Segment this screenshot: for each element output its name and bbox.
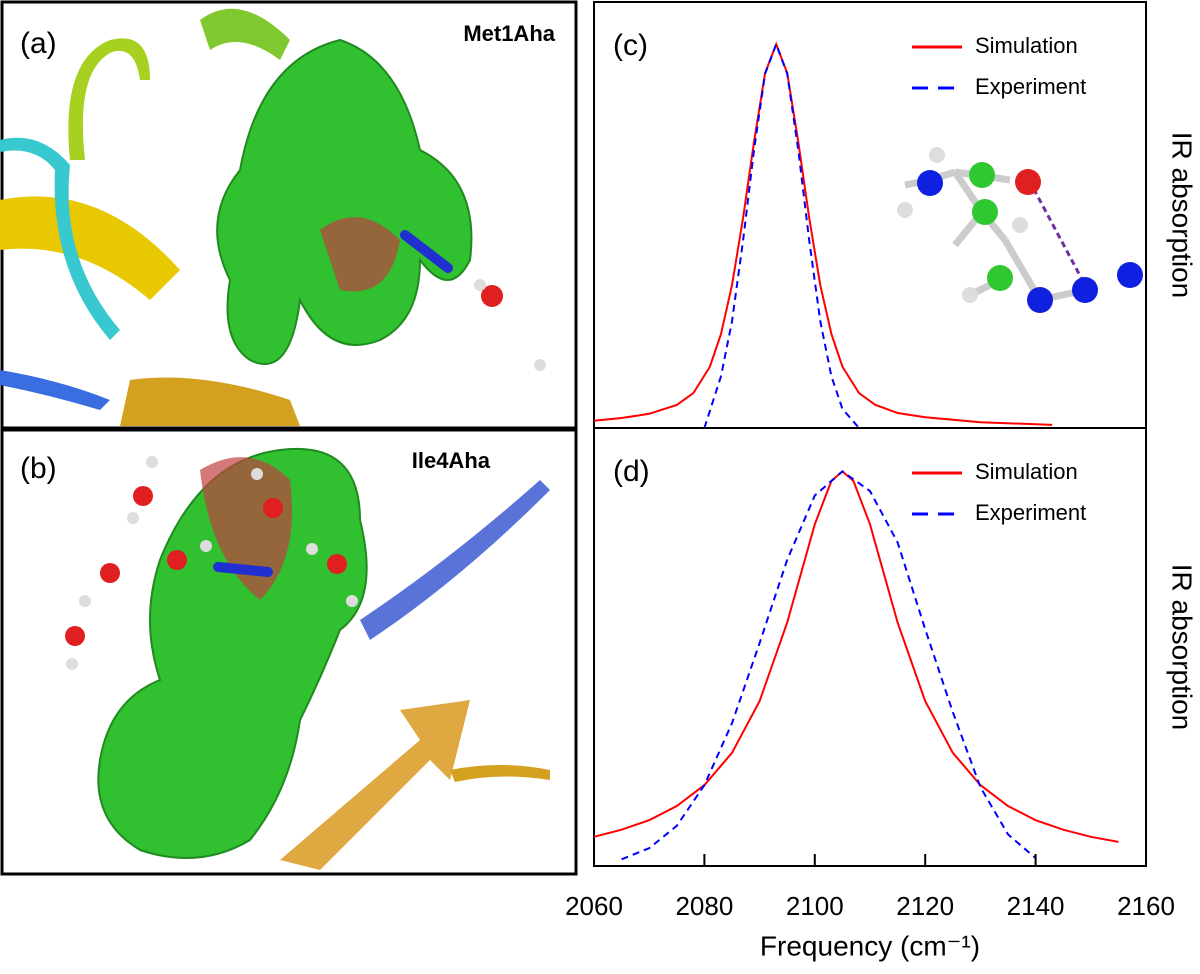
atom (65, 626, 85, 646)
y-axis-label: IR absorption (1167, 132, 1198, 299)
surface (97, 447, 368, 859)
atom (167, 550, 187, 570)
series-line (703, 41, 860, 429)
atom (1117, 262, 1143, 288)
atom (972, 199, 998, 225)
atom (1027, 287, 1053, 313)
y-axis-label: IR absorption (1167, 564, 1198, 731)
legend-label: Simulation (975, 459, 1078, 484)
atom (962, 287, 978, 303)
water (65, 486, 347, 646)
atom (66, 658, 78, 670)
atom (929, 147, 945, 163)
legend-label: Experiment (975, 500, 1086, 525)
atom (917, 170, 943, 196)
x-tick-label: 2100 (786, 891, 844, 921)
atom (146, 456, 158, 468)
atom (263, 498, 283, 518)
ribbon (0, 370, 110, 410)
panel-label: (b) (20, 452, 57, 485)
ribbon (0, 137, 120, 340)
ribbon (280, 700, 470, 870)
atom (481, 285, 503, 307)
series-line (593, 470, 1119, 843)
residue-label: Met1Aha (463, 21, 555, 46)
atom (100, 563, 120, 583)
azide (213, 562, 273, 577)
atom (127, 512, 139, 524)
legend-label: Experiment (975, 74, 1086, 99)
azide (400, 230, 453, 273)
atom (346, 595, 358, 607)
panel-label: (a) (20, 27, 57, 60)
ribbon (68, 38, 150, 161)
atom (534, 359, 546, 371)
surface-patch (320, 217, 400, 292)
residue-label: Ile4Aha (412, 448, 491, 473)
atom (200, 540, 212, 552)
panel-a: (a) Met1Aha (0, 0, 578, 430)
ribbon (200, 8, 290, 60)
ribbon (360, 480, 550, 640)
x-tick-label: 2140 (1007, 891, 1065, 921)
series-line (621, 470, 1037, 861)
atom (969, 162, 995, 188)
x-tick-label: 2060 (565, 891, 623, 921)
x-tick-label: 2160 (1117, 891, 1175, 921)
atom (133, 486, 153, 506)
surface (216, 38, 473, 365)
atom (474, 279, 486, 291)
legend-label: Simulation (975, 33, 1078, 58)
inset-molecule (897, 147, 1143, 313)
ribbon (450, 765, 550, 782)
atom (1012, 217, 1028, 233)
ribbon (120, 377, 300, 426)
panel-label: (d) (613, 455, 650, 488)
panel-label: (c) (613, 29, 648, 62)
surface-patch (200, 457, 292, 600)
x-tick-label: 2080 (675, 891, 733, 921)
atom (1015, 169, 1041, 195)
atom (251, 468, 263, 480)
ribbon (0, 196, 180, 300)
series-line (593, 41, 1053, 426)
plot-frame (593, 427, 1147, 867)
atom (1072, 277, 1098, 303)
atom (327, 554, 347, 574)
panel-b: (b) Ile4Aha (0, 428, 578, 876)
hydrogens (66, 456, 358, 670)
hbond (1027, 179, 1087, 286)
atom (987, 265, 1013, 291)
atom (306, 543, 318, 555)
plot-frame (593, 1, 1147, 429)
atom (897, 202, 913, 218)
atom (79, 595, 91, 607)
x-axis-label: Frequency (cm⁻¹) (760, 930, 980, 961)
x-tick-label: 2120 (896, 891, 954, 921)
